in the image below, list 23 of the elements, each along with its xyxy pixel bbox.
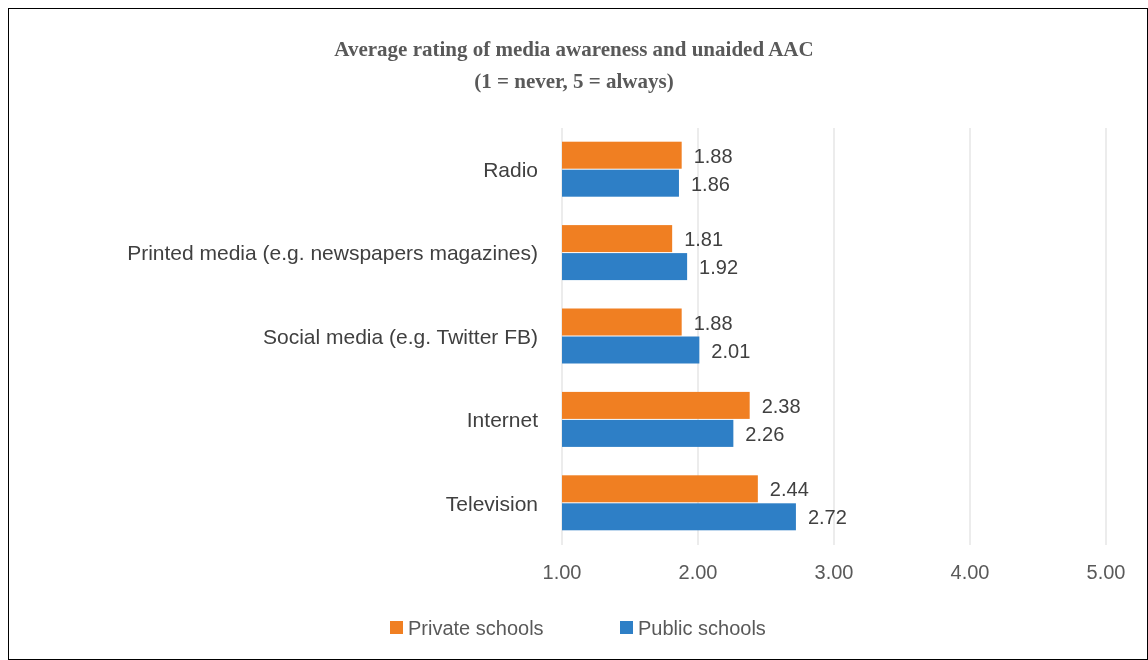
y-tick-label: Social media (e.g. Twitter FB) xyxy=(262,324,538,348)
y-tick-label: Printed media (e.g. newspapers magazines) xyxy=(127,241,538,265)
x-tick-label: 4.00 xyxy=(950,561,990,583)
legend-label: Private schools xyxy=(408,617,544,639)
x-tick-label: 5.00 xyxy=(1086,561,1126,583)
y-tick-label: Radio xyxy=(483,158,538,182)
data-label: 1.92 xyxy=(699,256,739,279)
chart-title: Average rating of media awareness and unaided AAC (1 = never, 5 = always) xyxy=(334,37,814,93)
data-label: 2.44 xyxy=(769,478,809,501)
x-tick-label: 3.00 xyxy=(814,561,854,583)
data-label: 1.88 xyxy=(693,144,733,167)
data-label: 2.72 xyxy=(807,506,847,529)
data-label: 1.88 xyxy=(693,311,733,334)
data-label: 2.01 xyxy=(711,339,751,362)
data-label: 2.26 xyxy=(745,422,785,445)
data-label: 2.38 xyxy=(761,394,801,417)
x-tick-label: 2.00 xyxy=(678,561,718,583)
legend-label: Public schools xyxy=(638,617,766,639)
data-label: 1.81 xyxy=(684,228,724,251)
y-tick-label: Television xyxy=(445,491,538,515)
data-label: 1.86 xyxy=(690,172,730,195)
y-tick-label: Internet xyxy=(466,408,539,432)
x-tick-label: 1.00 xyxy=(542,561,582,583)
